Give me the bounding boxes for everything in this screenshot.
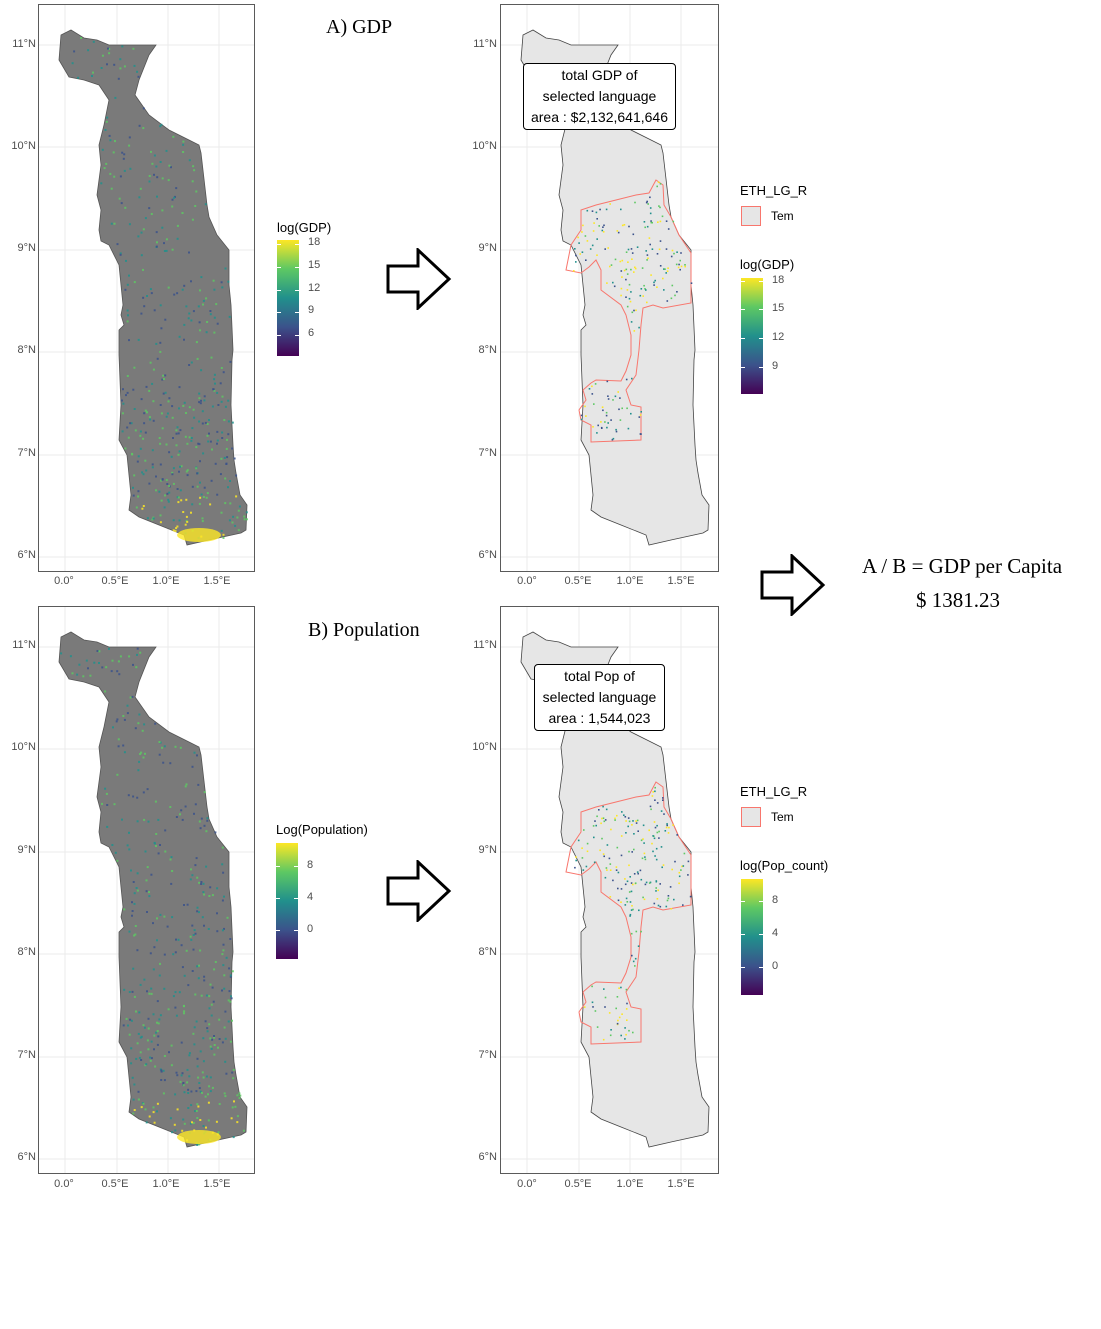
result-formula: A / B = GDP per Capita <box>861 554 1063 578</box>
legend-key-swatch <box>741 807 761 827</box>
ytick-7n: 7°N <box>17 447 36 459</box>
ytick-9n: 9°N <box>17 242 36 254</box>
annotation-line: total Pop of <box>564 668 635 684</box>
legend-tick: 15 <box>772 302 785 314</box>
xtick-0: 0.0° <box>517 575 537 587</box>
legend-tick: 0 <box>307 923 314 935</box>
xtick-1-5: 1.5°E <box>667 575 695 587</box>
legend-tick: 9 <box>308 304 315 316</box>
xtick-1-5: 1.5°E <box>203 575 231 587</box>
legend-key-title: ETH_LG_R <box>740 784 808 799</box>
ytick-6n: 6°N <box>17 1151 36 1163</box>
xtick-1-5: 1.5°E <box>203 1178 231 1190</box>
ytick-10n: 10°N <box>472 741 497 753</box>
xtick-1-0: 1.0°E <box>616 575 644 587</box>
ytick-8n: 8°N <box>17 946 36 958</box>
ytick-7n: 7°N <box>478 447 497 459</box>
ytick-8n: 8°N <box>478 344 497 356</box>
annotation-line: selected language <box>542 689 657 705</box>
legend-tick: 8 <box>307 859 314 871</box>
xtick-0: 0.0° <box>517 1178 537 1190</box>
legend-tick: 12 <box>772 331 785 343</box>
annotation-total-gdp: total GDP of selected language area : $2… <box>523 63 676 130</box>
xtick-1-0: 1.0°E <box>152 575 180 587</box>
xtick-0-5: 0.5°E <box>564 575 592 587</box>
xtick-0-5: 0.5°E <box>101 575 129 587</box>
ytick-7n: 7°N <box>478 1049 497 1061</box>
map-gdp <box>39 5 254 571</box>
map-panel-pop <box>38 606 255 1174</box>
colorbar-pop <box>276 843 298 959</box>
xtick-0-5: 0.5°E <box>101 1178 129 1190</box>
xtick-1-0: 1.0°E <box>616 1178 644 1190</box>
legend-tick: 6 <box>308 327 315 339</box>
ytick-11n: 11°N <box>12 639 36 651</box>
raster-cells <box>574 786 692 1041</box>
legend-tick: 15 <box>308 259 321 271</box>
ytick-6n: 6°N <box>478 549 497 561</box>
xtick-0: 0.0° <box>54 575 74 587</box>
language-region-outline <box>565 179 692 443</box>
legend-title-pop-selected: log(Pop_count) <box>740 858 829 873</box>
legend-tick: 4 <box>307 891 314 903</box>
legend-key-title: ETH_LG_R <box>740 183 808 198</box>
legend-tick: 18 <box>308 236 321 248</box>
colorbar-gdp <box>277 240 299 356</box>
colorbar-gdp-selected <box>741 278 763 394</box>
annotation-line: area : 1,544,023 <box>548 710 651 726</box>
raster-cells <box>71 37 248 542</box>
xtick-0-5: 0.5°E <box>564 1178 592 1190</box>
colorbar-pop-selected <box>741 879 763 995</box>
ytick-9n: 9°N <box>478 844 497 856</box>
ytick-11n: 11°N <box>12 38 36 50</box>
ytick-10n: 10°N <box>472 140 497 152</box>
annotation-line: selected language <box>542 88 657 104</box>
map-pop <box>39 607 254 1173</box>
ytick-11n: 11°N <box>473 38 497 50</box>
ytick-9n: 9°N <box>478 242 497 254</box>
legend-tick: 4 <box>772 927 779 939</box>
raster-cells <box>573 181 693 441</box>
legend-tick: 18 <box>772 274 785 286</box>
xtick-1-0: 1.0°E <box>152 1178 180 1190</box>
raster-cells <box>60 647 245 1146</box>
map-gdp-selected <box>501 5 718 571</box>
ytick-8n: 8°N <box>17 344 36 356</box>
ytick-10n: 10°N <box>11 741 36 753</box>
right-arrow-icon <box>386 248 452 310</box>
right-arrow-icon <box>760 554 826 616</box>
legend-key-swatch <box>741 206 761 226</box>
annotation-line: area : $2,132,641,646 <box>530 109 668 125</box>
legend-title-gdp: log(GDP) <box>277 220 332 235</box>
legend-tick: 8 <box>772 894 779 906</box>
legend-tick: 0 <box>772 960 779 972</box>
xtick-1-5: 1.5°E <box>667 1178 695 1190</box>
country-shape <box>58 631 248 1148</box>
ytick-6n: 6°N <box>17 549 36 561</box>
annotation-total-pop: total Pop of selected language area : 1,… <box>534 664 665 731</box>
legend-title-gdp-selected: log(GDP) <box>740 257 795 272</box>
right-arrow-icon <box>386 860 452 922</box>
legend-key-label: Tem <box>771 810 794 824</box>
ytick-11n: 11°N <box>473 639 497 651</box>
panel-title-gdp: A) GDP <box>326 16 393 38</box>
language-region-outline <box>565 781 692 1045</box>
country-shape <box>58 29 248 546</box>
panel-title-population: B) Population <box>308 619 420 641</box>
xtick-0: 0.0° <box>54 1178 74 1190</box>
ytick-6n: 6°N <box>478 1151 497 1163</box>
legend-tick: 9 <box>772 360 779 372</box>
legend-key-label: Tem <box>771 209 794 223</box>
ytick-8n: 8°N <box>478 946 497 958</box>
legend-title-pop: Log(Population) <box>276 822 368 837</box>
ytick-10n: 10°N <box>11 140 36 152</box>
map-panel-gdp <box>38 4 255 572</box>
result-value: $ 1381.23 <box>916 588 1000 612</box>
ytick-7n: 7°N <box>17 1049 36 1061</box>
legend-tick: 12 <box>308 282 321 294</box>
ytick-9n: 9°N <box>17 844 36 856</box>
annotation-line: total GDP of <box>561 67 638 83</box>
